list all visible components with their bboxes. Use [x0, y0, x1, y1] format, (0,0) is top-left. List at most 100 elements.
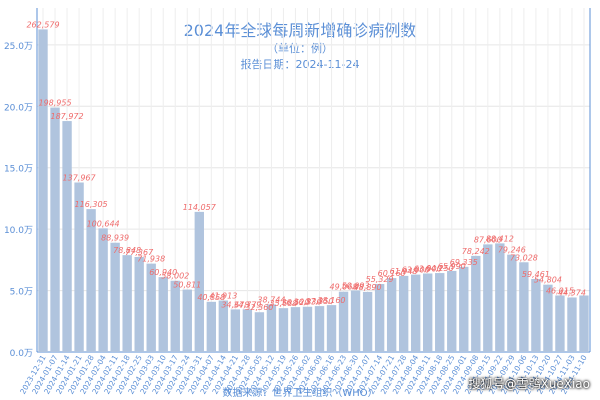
data-label: 60,160 — [378, 269, 406, 278]
bar — [98, 228, 108, 352]
report-date: 报告日期：2024-11-24 — [240, 58, 360, 71]
bar — [230, 309, 241, 352]
y-tick-label: 10.0万 — [4, 226, 33, 236]
bar — [170, 280, 180, 352]
data-label: 36,836 — [293, 298, 321, 307]
bar — [266, 304, 277, 352]
data-label: 198,955 — [38, 99, 71, 108]
bar — [254, 312, 265, 352]
data-label: 114,057 — [183, 203, 217, 212]
data-label: 87,600 — [474, 235, 502, 244]
data-label: 79,246 — [498, 246, 526, 255]
bar — [471, 255, 481, 352]
data-label: 48,890 — [354, 283, 382, 292]
y-tick-label: 5.0万 — [10, 288, 33, 298]
bar — [110, 242, 120, 352]
data-label: 50,811 — [173, 281, 201, 290]
bar — [374, 284, 385, 352]
data-label: 55,329 — [366, 275, 394, 284]
bar — [158, 277, 168, 352]
bar — [338, 291, 349, 352]
data-label: 58,002 — [161, 272, 189, 281]
bar — [459, 266, 469, 352]
bar — [314, 306, 325, 352]
y-tick-label: 20.0万 — [4, 103, 33, 113]
data-label: 34,678 — [221, 300, 249, 309]
data-label: 64,250 — [426, 264, 454, 273]
data-label: 73,028 — [510, 253, 538, 262]
bar — [194, 211, 204, 352]
bar — [579, 295, 589, 352]
data-label: 40,858 — [197, 293, 225, 302]
data-label: 78,242 — [462, 247, 490, 256]
bar — [146, 263, 156, 352]
bar — [507, 254, 517, 352]
bar — [302, 306, 313, 352]
bar — [543, 284, 553, 352]
bar — [398, 275, 409, 352]
bar — [555, 295, 565, 352]
bar — [435, 273, 445, 352]
chart-title: 2024年全球每周新增确诊病例数 — [183, 21, 417, 40]
data-label: 69,335 — [450, 258, 478, 267]
data-label: 32,360 — [245, 303, 273, 312]
data-label: 77,367 — [125, 248, 154, 257]
bar — [62, 121, 72, 352]
bar — [519, 262, 529, 352]
data-label: 63,000 — [402, 266, 430, 275]
data-label: 61,948 — [390, 267, 418, 276]
bar — [218, 300, 229, 352]
data-label: 34,779 — [233, 300, 261, 309]
bar — [86, 209, 96, 352]
y-tick-label: 15.0万 — [4, 165, 33, 175]
data-label: 44,374 — [558, 288, 586, 297]
bar — [362, 291, 373, 352]
data-label: 71,938 — [137, 255, 165, 264]
bar — [134, 256, 144, 352]
bar — [326, 305, 337, 352]
data-label: 78,848 — [113, 246, 141, 255]
bar — [74, 182, 84, 352]
data-label: 54,804 — [534, 276, 562, 285]
bar — [350, 290, 361, 352]
bar — [206, 301, 217, 352]
data-label: 262,579 — [26, 20, 59, 29]
bar — [423, 273, 433, 352]
bar — [290, 307, 301, 352]
bar — [447, 270, 457, 352]
data-label: 59,461 — [522, 270, 550, 279]
source-label: 数据来源：世界卫生组织（WHO） — [222, 386, 377, 399]
data-label: 50,093 — [342, 281, 370, 290]
data-label: 137,967 — [63, 173, 97, 182]
data-label: 63,900 — [414, 264, 442, 273]
y-tick-label: 25.0万 — [4, 42, 33, 52]
data-label: 41,913 — [209, 292, 237, 301]
y-tick-label: 0.0万 — [10, 349, 33, 359]
bar — [386, 278, 397, 352]
bar — [567, 297, 577, 352]
data-label: 88,412 — [486, 234, 514, 243]
watermark: 搜狐号@雪鸮XueXiao — [468, 377, 590, 391]
bar — [495, 243, 505, 352]
bar — [122, 255, 132, 352]
data-label: 37,350 — [306, 297, 334, 306]
bar — [278, 308, 289, 352]
bar — [483, 244, 493, 352]
bar — [242, 309, 253, 352]
data-label: 35,688 — [269, 299, 297, 308]
data-label: 65,990 — [438, 262, 466, 271]
bar — [531, 278, 541, 352]
data-label: 60,940 — [149, 268, 177, 277]
data-label: 116,305 — [75, 200, 108, 209]
data-label: 100,644 — [87, 219, 120, 228]
data-label: 36,520 — [281, 298, 309, 307]
data-label: 38,744 — [257, 295, 285, 304]
bar — [38, 29, 48, 352]
data-label: 88,939 — [101, 234, 129, 243]
data-label: 49,068 — [330, 283, 358, 292]
bar — [410, 274, 421, 352]
data-label: 38,160 — [318, 296, 346, 305]
data-label: 187,972 — [51, 112, 84, 121]
